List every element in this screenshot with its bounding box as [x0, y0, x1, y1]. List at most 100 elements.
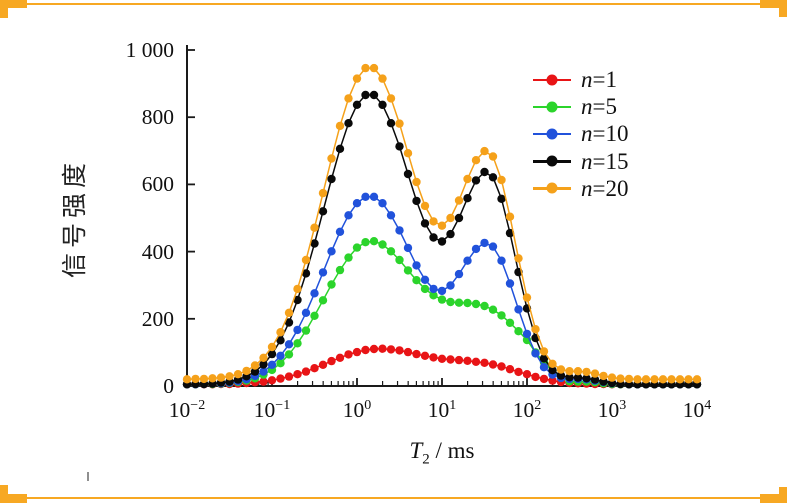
data-point — [633, 375, 642, 384]
data-point — [267, 349, 277, 359]
data-point — [386, 211, 396, 220]
data-point — [497, 194, 506, 203]
legend-marker-icon — [533, 155, 571, 167]
frame-corner-bottom-right — [760, 494, 787, 503]
data-point — [301, 255, 311, 265]
data-point — [599, 371, 608, 381]
data-point — [386, 119, 396, 128]
data-point — [565, 373, 574, 382]
data-point — [582, 367, 591, 377]
data-point — [488, 242, 498, 251]
data-point — [327, 356, 336, 366]
data-point — [505, 279, 515, 288]
legend-label-variable: n — [581, 175, 593, 201]
data-point — [395, 142, 404, 151]
data-point — [446, 281, 455, 290]
legend-marker-icon — [533, 128, 571, 140]
data-point — [497, 256, 506, 265]
data-point — [497, 362, 506, 371]
data-point — [369, 192, 379, 201]
x-axis-title-unit: / ms — [429, 438, 475, 463]
data-point — [395, 255, 404, 265]
data-point — [301, 326, 311, 335]
data-point — [650, 375, 659, 384]
data-point — [276, 328, 285, 337]
data-point — [471, 176, 481, 185]
data-point — [361, 90, 370, 100]
data-point — [480, 167, 489, 177]
data-point — [386, 94, 396, 103]
data-point — [182, 375, 192, 384]
legend-item-n10: n=10 — [533, 120, 628, 147]
data-point — [692, 375, 702, 384]
legend-label: n=15 — [581, 150, 628, 173]
data-point — [667, 375, 676, 384]
data-point — [480, 358, 489, 367]
data-point — [437, 221, 447, 230]
legend-label-variable: n — [581, 67, 593, 93]
data-point — [412, 349, 421, 359]
data-point — [412, 196, 421, 206]
data-point — [284, 318, 294, 327]
frame-corner-top-right — [779, 0, 787, 17]
data-point — [437, 237, 447, 246]
data-point — [361, 192, 370, 201]
data-point — [352, 347, 362, 357]
data-point — [242, 366, 251, 376]
data-point — [556, 365, 566, 374]
data-point — [531, 325, 540, 334]
data-point — [344, 253, 353, 262]
data-point — [514, 305, 523, 314]
data-point — [301, 308, 311, 317]
data-point — [616, 374, 625, 383]
data-point — [250, 367, 260, 376]
data-point — [225, 372, 234, 381]
legend-label: n=20 — [581, 177, 628, 200]
x-axis-title-variable: T — [409, 438, 423, 463]
data-point — [539, 374, 549, 384]
data-point — [412, 261, 421, 270]
data-point — [327, 174, 336, 184]
data-point — [378, 344, 387, 353]
data-point — [582, 374, 591, 383]
data-point — [514, 367, 523, 377]
data-point — [420, 351, 430, 360]
legend-label-value: =10 — [592, 121, 629, 147]
data-point — [191, 374, 200, 384]
data-point — [480, 301, 489, 311]
legend-label-value: =1 — [592, 67, 617, 93]
data-point — [318, 188, 328, 198]
legend-marker-icon — [533, 182, 571, 194]
legend: n=1 n=5 n=10 n=15 n=20 — [533, 66, 628, 202]
data-point — [378, 199, 387, 208]
data-point — [318, 296, 328, 305]
data-point — [522, 293, 532, 302]
data-point — [539, 347, 549, 356]
data-point — [539, 354, 549, 363]
data-point — [480, 146, 489, 156]
data-point — [276, 359, 285, 368]
data-point — [318, 268, 328, 277]
data-point — [675, 375, 685, 384]
data-point — [684, 375, 693, 384]
frame-bottom-line — [0, 497, 787, 499]
data-point — [369, 344, 379, 354]
data-point — [488, 360, 498, 369]
data-point — [463, 298, 472, 308]
data-point — [658, 375, 668, 384]
data-point — [208, 374, 217, 383]
data-point — [624, 374, 634, 384]
data-point — [352, 199, 362, 208]
data-point — [284, 308, 294, 317]
data-point — [403, 169, 413, 179]
data-point — [310, 223, 319, 232]
data-point — [369, 237, 379, 246]
frame-corner-bottom-left — [0, 494, 27, 503]
data-point — [446, 297, 455, 307]
data-point — [471, 299, 481, 309]
data-point — [310, 239, 319, 248]
legend-label: n=10 — [581, 122, 628, 145]
data-point — [522, 370, 532, 379]
x-axis-title: T2 / ms — [342, 438, 542, 469]
data-point — [505, 318, 515, 327]
